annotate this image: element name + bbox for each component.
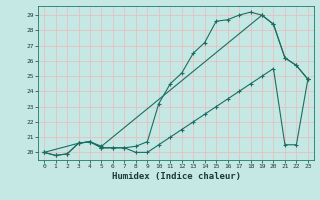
X-axis label: Humidex (Indice chaleur): Humidex (Indice chaleur) (111, 172, 241, 181)
